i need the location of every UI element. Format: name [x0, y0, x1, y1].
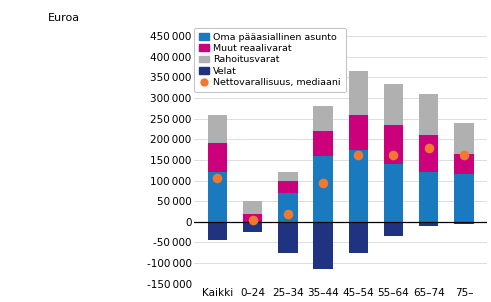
- Point: [248, 217, 256, 222]
- Bar: [208, 143, 227, 172]
- Bar: [208, 114, 227, 143]
- Point: [284, 211, 292, 216]
- Bar: [419, 172, 438, 222]
- Bar: [454, 174, 473, 222]
- Bar: [313, 222, 333, 269]
- Bar: [278, 181, 298, 193]
- Bar: [349, 222, 368, 253]
- Bar: [384, 84, 403, 125]
- Bar: [278, 172, 298, 181]
- Bar: [384, 164, 403, 222]
- Point: [389, 152, 397, 157]
- Text: Euroa: Euroa: [48, 13, 81, 23]
- Bar: [243, 214, 262, 222]
- Bar: [384, 222, 403, 236]
- Bar: [454, 123, 473, 154]
- Bar: [349, 71, 368, 114]
- Legend: Oma pääasiallinen asunto, Muut reaalivarat, Rahoitusvarat, Velat, Nettovarallisu: Oma pääasiallinen asunto, Muut reaalivar…: [194, 28, 346, 92]
- Point: [355, 152, 362, 157]
- Bar: [313, 131, 333, 156]
- Bar: [384, 125, 403, 164]
- Bar: [208, 222, 227, 240]
- Bar: [419, 222, 438, 226]
- Bar: [454, 222, 473, 224]
- Point: [214, 176, 221, 181]
- Bar: [208, 172, 227, 222]
- Point: [319, 181, 327, 186]
- Bar: [313, 156, 333, 222]
- Bar: [243, 222, 262, 232]
- Bar: [278, 193, 298, 222]
- Bar: [349, 149, 368, 222]
- Point: [425, 146, 433, 151]
- Bar: [349, 114, 368, 149]
- Bar: [313, 106, 333, 131]
- Point: [460, 152, 468, 157]
- Bar: [454, 154, 473, 174]
- Bar: [243, 201, 262, 214]
- Bar: [419, 94, 438, 135]
- Bar: [278, 222, 298, 253]
- Bar: [419, 135, 438, 172]
